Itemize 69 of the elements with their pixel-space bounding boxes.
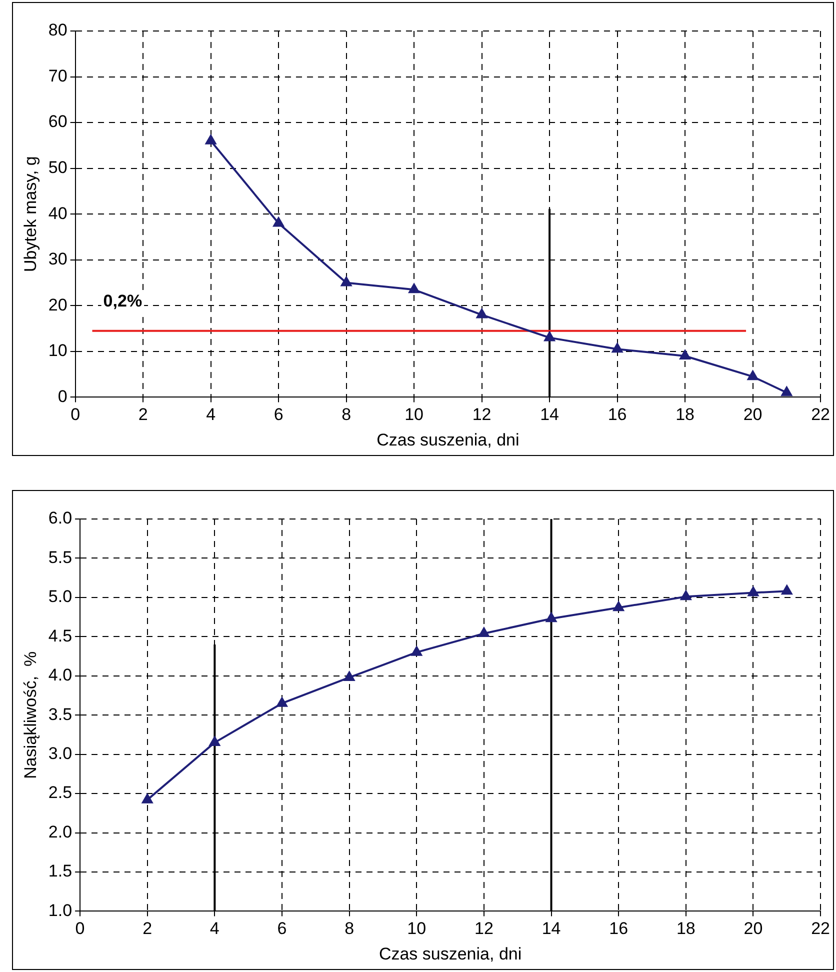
x-tick-label: 16 xyxy=(608,405,627,424)
x-axis-title: Czas suszenia, dni xyxy=(376,430,520,450)
y-tick-label: 60 xyxy=(48,112,68,132)
y-tick-label: 20 xyxy=(48,295,68,314)
x-tick-label: 14 xyxy=(540,405,560,424)
x-tick-label: 0 xyxy=(75,919,85,938)
x-tick-label: 6 xyxy=(277,919,287,938)
point xyxy=(544,332,555,342)
x-tick-label: 4 xyxy=(206,405,216,424)
x-tick-label: 12 xyxy=(472,405,492,424)
x-tick-label: 8 xyxy=(344,919,354,938)
x-tick-label: 18 xyxy=(676,919,696,938)
point xyxy=(782,585,792,595)
annotation: 0,2% xyxy=(103,292,142,311)
y-tick-label: 2.0 xyxy=(48,822,72,842)
x-tick-label: 12 xyxy=(474,919,494,938)
point xyxy=(680,590,692,600)
point xyxy=(408,284,420,294)
x-tick-label: 10 xyxy=(404,405,424,424)
y-tick-label: 40 xyxy=(48,204,68,223)
point xyxy=(340,276,352,286)
y-tick-label: 4.0 xyxy=(48,666,72,685)
x-tick-label: 14 xyxy=(542,919,561,938)
y-tick-label: 30 xyxy=(48,250,68,269)
y-tick-label: 6.0 xyxy=(48,508,72,528)
y-axis-title: Ubytek masy, g xyxy=(20,156,40,272)
x-tick-label: 22 xyxy=(811,919,830,938)
point xyxy=(411,646,422,656)
point xyxy=(748,586,759,596)
x-axis-title: Czas suszenia, dni xyxy=(378,944,522,964)
x-tick-label: 8 xyxy=(342,405,352,424)
y-tick-label: 0 xyxy=(58,386,68,406)
x-tick-label: 20 xyxy=(743,405,762,424)
x-tick-label: 2 xyxy=(138,405,148,424)
point xyxy=(276,697,288,707)
x-tick-label: 6 xyxy=(274,405,284,424)
y-tick-label: 80 xyxy=(48,20,68,40)
point xyxy=(344,671,355,681)
x-tick-label: 20 xyxy=(744,919,763,938)
point xyxy=(142,794,153,804)
x-tick-label: 10 xyxy=(407,919,426,938)
point xyxy=(613,602,624,612)
x-tick-label: 18 xyxy=(676,405,695,424)
point xyxy=(747,370,758,380)
point xyxy=(476,308,488,318)
x-tick-label: 4 xyxy=(210,919,220,938)
y-tick-label: 1.5 xyxy=(48,862,72,881)
y-tick-label: 5.5 xyxy=(48,548,72,567)
point xyxy=(273,217,284,227)
y-axis-title: Nasiąkliwość, % xyxy=(20,651,40,779)
y-tick-label: 4.5 xyxy=(48,626,72,646)
x-tick-label: 22 xyxy=(811,405,830,424)
point xyxy=(781,386,792,396)
point xyxy=(478,628,490,638)
y-tick-label: 10 xyxy=(48,341,68,360)
y-tick-label: 5.0 xyxy=(48,587,72,606)
y-tick-label: 3.5 xyxy=(48,704,72,724)
x-tick-label: 16 xyxy=(609,919,628,938)
x-tick-label: 2 xyxy=(142,919,152,938)
point xyxy=(612,343,623,353)
y-tick-label: 50 xyxy=(48,158,68,178)
y-tick-label: 2.5 xyxy=(48,783,72,802)
point xyxy=(546,612,557,622)
y-tick-label: 3.0 xyxy=(48,744,72,764)
point xyxy=(205,134,216,144)
y-tick-label: 70 xyxy=(48,66,68,86)
point xyxy=(209,736,220,746)
point xyxy=(680,350,690,360)
y-tick-label: 1.0 xyxy=(48,900,72,920)
